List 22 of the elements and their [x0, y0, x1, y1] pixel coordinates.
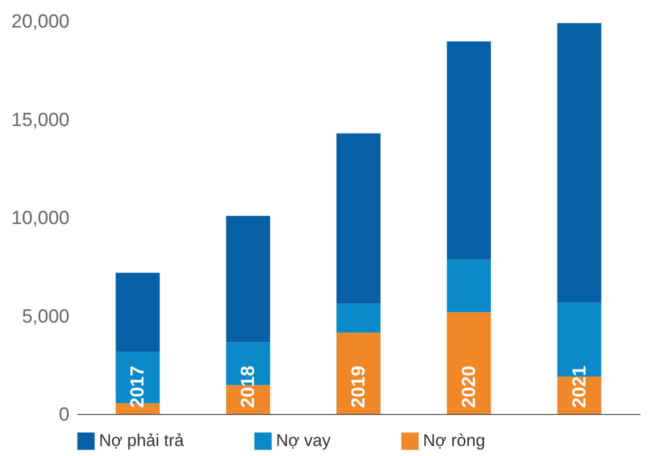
y-tick-label: 15,000	[11, 110, 70, 131]
bar	[336, 332, 380, 414]
bar	[336, 304, 380, 333]
bar	[446, 312, 491, 414]
bar	[557, 23, 602, 303]
legend-label: Nợ phải trả	[99, 431, 184, 450]
y-tick-label: 10,000	[11, 208, 70, 229]
bar	[116, 272, 160, 352]
bar	[226, 216, 270, 342]
bar	[446, 260, 491, 312]
y-tick-label: 20,000	[11, 12, 70, 32]
legend-label: Nợ vay	[276, 431, 332, 450]
x-tick-label: 2020	[458, 366, 480, 408]
y-tick-label: 5,000	[22, 306, 70, 328]
x-tick-label: 2017	[128, 366, 149, 408]
x-tick-label: 2019	[348, 366, 370, 408]
x-tick-label: 2018	[238, 366, 260, 408]
bar	[336, 133, 380, 304]
bar	[446, 41, 491, 260]
x-tick-label: 2021	[569, 365, 590, 408]
y-tick-label: 0	[58, 404, 70, 426]
legend-label: Nợ ròng	[423, 431, 486, 450]
